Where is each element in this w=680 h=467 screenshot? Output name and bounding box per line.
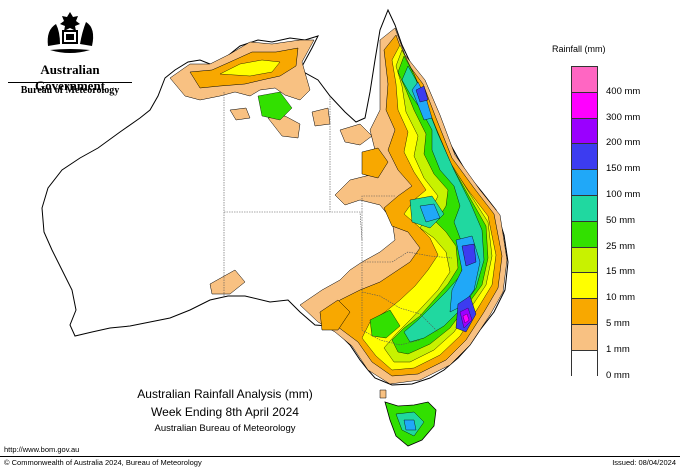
agency-name: Bureau of Meteorology bbox=[20, 85, 120, 96]
legend-label: 100 mm bbox=[606, 189, 641, 200]
legend-label: 150 mm bbox=[606, 163, 641, 175]
rain-300mm-zone bbox=[462, 313, 470, 324]
map-title: Australian Rainfall Analysis (mm) bbox=[137, 387, 313, 401]
coat-of-arms-icon bbox=[47, 12, 94, 53]
legend-swatch bbox=[571, 272, 598, 299]
government-branding: Australian Government Bureau of Meteorol… bbox=[8, 10, 132, 96]
government-name: Australian Government bbox=[34, 62, 106, 93]
legend-swatch bbox=[571, 246, 598, 273]
map-subtitle: Week Ending 8th April 2024 bbox=[151, 405, 299, 419]
legend-label: 0 mm bbox=[606, 369, 630, 381]
rainfall-legend: 400 mm 300 mm 200 mm 150 mm 100 mm 50 mm 25 mm… bbox=[571, 66, 640, 381]
state-borders bbox=[223, 92, 453, 346]
legend-title: Rainfall (mm) bbox=[552, 44, 606, 54]
legend-swatch bbox=[571, 117, 598, 144]
legend-swatch bbox=[571, 66, 598, 92]
legend-swatch bbox=[571, 323, 598, 350]
website-link[interactable]: http://www.bom.gov.au bbox=[4, 445, 80, 454]
legend-label: 400 mm bbox=[606, 85, 641, 97]
issued-date: Issued: 08/04/2024 bbox=[612, 458, 676, 467]
legend-swatch bbox=[571, 298, 598, 324]
legend-label: 200 mm bbox=[606, 137, 641, 149]
legend-label: 300 mm bbox=[606, 111, 641, 123]
legend-swatch bbox=[571, 169, 598, 195]
divider bbox=[8, 82, 132, 83]
legend-swatch bbox=[571, 349, 598, 376]
legend-label: 5 mm bbox=[606, 318, 630, 329]
legend-swatch bbox=[571, 91, 598, 118]
copyright-notice: © Commonwealth of Australia 2024, Bureau… bbox=[4, 458, 202, 467]
legend-label: 1 mm bbox=[606, 343, 630, 355]
tasmania bbox=[379, 389, 437, 447]
legend-label: 25 mm bbox=[606, 240, 636, 252]
legend-label: 50 mm bbox=[606, 214, 636, 226]
legend-label: 10 mm bbox=[606, 292, 636, 304]
footer-divider bbox=[0, 456, 680, 457]
legend-label: 15 mm bbox=[606, 266, 636, 278]
legend-swatch bbox=[571, 194, 598, 221]
legend-swatch bbox=[571, 220, 598, 247]
legend-swatch bbox=[571, 143, 598, 170]
map-credit: Australian Bureau of Meteorology bbox=[154, 423, 296, 434]
